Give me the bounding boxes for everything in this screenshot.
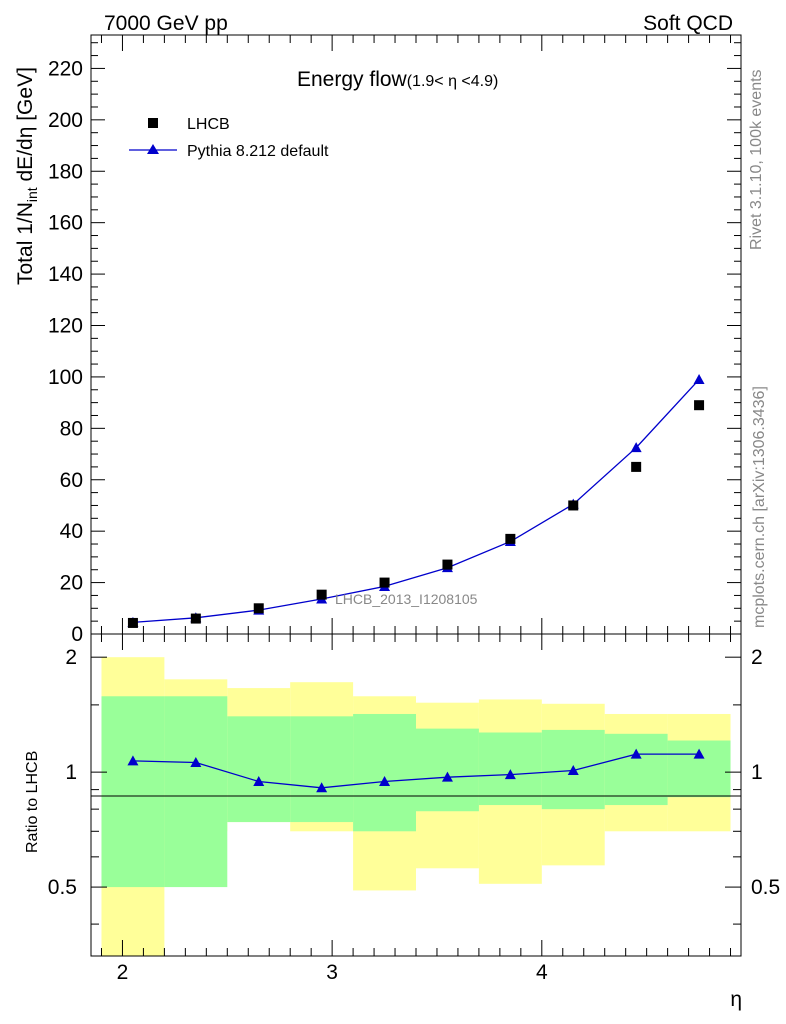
ratio-y-tick-label-right: 0.5: [751, 876, 780, 899]
ratio-point: [379, 776, 391, 787]
plot-title-main: Energy flow: [297, 68, 408, 91]
x-axis-label: η: [730, 988, 742, 1011]
ratio-y-tick-label-right: 2: [751, 646, 763, 669]
legend: LHCB Pythia 8.212 default: [129, 116, 329, 160]
y-label-subscript: int: [24, 187, 40, 202]
ratio-point: [504, 769, 516, 780]
y-label-part2: dE/dη [GeV]: [14, 67, 37, 187]
plot-title-range: (1.9< η <4.9): [407, 73, 499, 90]
legend-lhcb-label: LHCB: [187, 116, 230, 133]
ratio-curve: [127, 748, 705, 793]
ratio-green-band: [353, 713, 416, 832]
analysis-id-label: LHCB_2013_I1208105: [335, 591, 478, 607]
lhcb-data-point: [190, 613, 201, 624]
ratio-point: [693, 748, 705, 759]
main-y-tick-label: 100: [48, 366, 83, 389]
lhcb-data-point: [316, 589, 327, 600]
main-y-tick-label: 160: [48, 212, 83, 235]
plot-title: Energy flow(1.9< η <4.9): [297, 68, 498, 91]
ratio-green-band: [604, 733, 668, 806]
ratio-green-band: [416, 728, 479, 812]
header-process-label: Soft QCD: [643, 12, 733, 35]
ratio-line: [132, 753, 700, 789]
ratio-y-tick-label: 2: [65, 646, 77, 669]
main-y-tick-label: 120: [48, 315, 83, 338]
main-panel: 0 20 40 60 80 100 120 140 160 180 200 220 Energy fl…: [14, 34, 742, 646]
lhcb-data-point: [631, 461, 642, 472]
ratio-point: [127, 755, 139, 766]
main-y-tick-label: 0: [71, 623, 83, 646]
ratio-point: [253, 776, 265, 787]
ratio-green-band: [101, 696, 165, 888]
ratio-bands: [101, 657, 731, 956]
pythia-point: [630, 442, 642, 453]
ratio-panel: 0.5 0.5 1 1 2 2 2 3 4 Ratio to LHCB η: [24, 633, 780, 1011]
x-tick-label: 3: [326, 961, 338, 984]
ratio-y-tick-label: 1: [65, 761, 77, 784]
ratio-green-band: [478, 732, 542, 806]
x-tick-label: 2: [117, 961, 129, 984]
main-y-tick-label: 40: [60, 520, 83, 543]
ratio-point: [316, 782, 328, 793]
ratio-point: [567, 764, 579, 775]
main-x-axis: [100, 35, 732, 634]
legend-pythia-marker: [147, 144, 159, 154]
lhcb-data-point: [694, 400, 705, 411]
lhcb-data-point: [127, 617, 138, 628]
lhcb-data-point: [505, 533, 516, 544]
lhcb-data-point: [379, 577, 390, 588]
ratio-point: [190, 756, 202, 767]
ratio-y-tick-label-right: 1: [751, 761, 763, 784]
data-points: [127, 400, 705, 628]
legend-lhcb-marker: [148, 118, 158, 128]
lhcb-data-point: [253, 603, 264, 614]
mcplots-label: mcplots.cern.ch [arXiv:1306.3436]: [751, 386, 768, 628]
rivet-version-label: Rivet 3.1.10, 100k events: [748, 69, 765, 250]
main-y-tick-label: 180: [48, 160, 83, 183]
ratio-green-band: [290, 716, 354, 823]
main-y-tick-label: 140: [48, 263, 83, 286]
main-y-axis: 0 20 40 60 80 100 120 140 160 180 200 220: [48, 42, 741, 646]
pythia-line: [132, 379, 700, 624]
lhcb-data-point: [568, 500, 579, 511]
ratio-x-axis: 2 3 4: [100, 634, 732, 984]
ratio-y-axis-label: Ratio to LHCB: [24, 751, 41, 853]
main-y-tick-label: 80: [60, 417, 83, 440]
main-y-tick-label: 60: [60, 469, 83, 492]
legend-pythia-label: Pythia 8.212 default: [187, 143, 329, 160]
main-y-tick-label: 200: [48, 109, 83, 132]
ratio-point: [630, 748, 642, 759]
main-y-axis-label: Total 1/Nint dE/dη [GeV]: [14, 67, 40, 285]
ratio-y-tick-label: 0.5: [48, 876, 77, 899]
ratio-point: [441, 771, 453, 782]
pythia-curve: [127, 373, 705, 627]
lhcb-data-point: [442, 559, 453, 570]
header-energy-label: 7000 GeV pp: [104, 12, 228, 35]
y-label-part1: Total 1/N: [14, 202, 37, 285]
x-tick-label: 4: [536, 961, 548, 984]
main-y-tick-label: 220: [48, 57, 83, 80]
ratio-green-band: [164, 696, 228, 888]
ratio-y-axis: 0.5 0.5 1 1 2 2: [48, 646, 780, 925]
main-y-tick-label: 20: [60, 572, 83, 595]
pythia-point: [693, 373, 705, 384]
ratio-green-band: [227, 716, 291, 823]
